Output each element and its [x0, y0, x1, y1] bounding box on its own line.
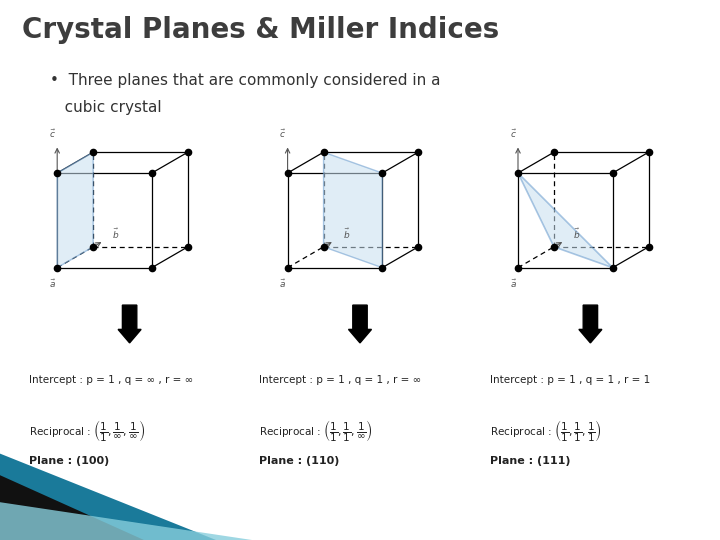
Text: •  Three planes that are commonly considered in a: • Three planes that are commonly conside…	[50, 73, 441, 88]
Text: Reciprocal : $\left(\dfrac{1}{1},\dfrac{1}{1},\dfrac{1}{1}\right)$: Reciprocal : $\left(\dfrac{1}{1},\dfrac{…	[490, 418, 601, 444]
Text: Plane : (111): Plane : (111)	[490, 456, 570, 467]
Polygon shape	[0, 502, 252, 540]
Text: $\vec{a}$: $\vec{a}$	[49, 278, 56, 291]
Text: Intercept : p = 1 , q = ∞ , r = ∞: Intercept : p = 1 , q = ∞ , r = ∞	[29, 375, 193, 386]
Text: $\vec{b}$: $\vec{b}$	[112, 227, 120, 241]
Polygon shape	[323, 152, 382, 268]
Text: Intercept : p = 1 , q = 1 , r = 1: Intercept : p = 1 , q = 1 , r = 1	[490, 375, 650, 386]
Text: Plane : (100): Plane : (100)	[29, 456, 109, 467]
Text: $\vec{c}$: $\vec{c}$	[49, 128, 56, 140]
Polygon shape	[0, 475, 144, 540]
Polygon shape	[518, 173, 613, 268]
Text: $\vec{a}$: $\vec{a}$	[510, 278, 517, 291]
Polygon shape	[57, 152, 93, 268]
Text: Reciprocal : $\left(\dfrac{1}{1},\dfrac{1}{1},\dfrac{1}{\infty}\right)$: Reciprocal : $\left(\dfrac{1}{1},\dfrac{…	[259, 418, 373, 444]
Text: cubic crystal: cubic crystal	[50, 100, 162, 115]
Text: Crystal Planes & Miller Indices: Crystal Planes & Miller Indices	[22, 16, 499, 44]
Text: $\vec{c}$: $\vec{c}$	[279, 128, 287, 140]
Text: $\vec{b}$: $\vec{b}$	[573, 227, 581, 241]
Text: $\vec{b}$: $\vec{b}$	[343, 227, 351, 241]
Text: $\vec{c}$: $\vec{c}$	[510, 128, 517, 140]
Text: $\vec{a}$: $\vec{a}$	[279, 278, 287, 291]
Polygon shape	[0, 454, 216, 540]
Text: Intercept : p = 1 , q = 1 , r = ∞: Intercept : p = 1 , q = 1 , r = ∞	[259, 375, 421, 386]
Text: Reciprocal : $\left(\dfrac{1}{1},\dfrac{1}{\infty},\dfrac{1}{\infty}\right)$: Reciprocal : $\left(\dfrac{1}{1},\dfrac{…	[29, 418, 145, 444]
Text: Plane : (110): Plane : (110)	[259, 456, 340, 467]
